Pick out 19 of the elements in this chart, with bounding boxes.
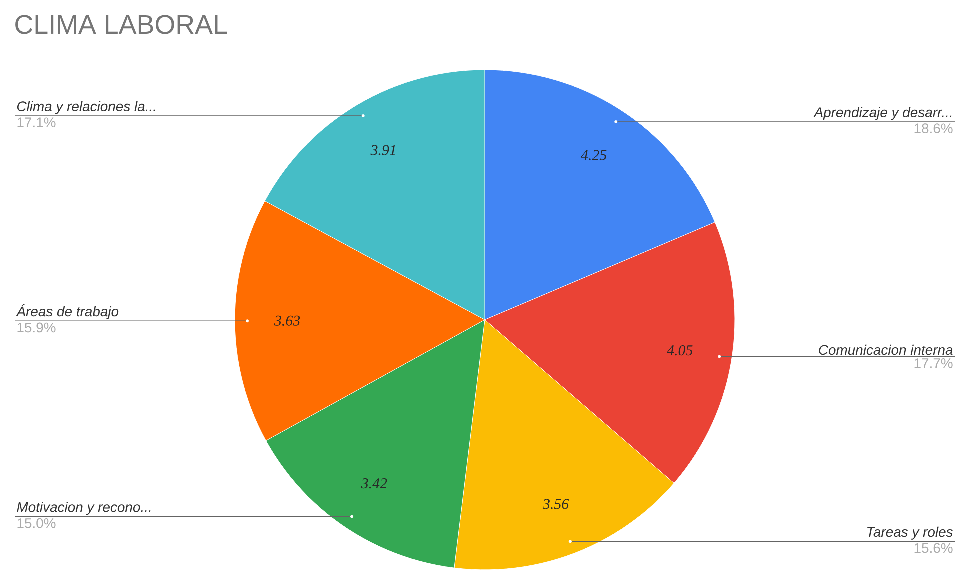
data-label: 15.0%: [18, 518, 56, 528]
slice-label: Comunicacion interna: [819, 344, 953, 356]
data-label: 15.6%: [914, 543, 953, 554]
text: 3.42: [361, 478, 388, 489]
text: 4.25: [581, 150, 607, 160]
text: 3.91: [370, 145, 396, 156]
chart-title: CLIMA LABORAL: [16, 15, 228, 34]
data-label: 17.7%: [914, 358, 953, 368]
slice-label: Tareas y roles: [867, 526, 953, 540]
text: 3.56: [542, 499, 570, 510]
text: 4.05: [667, 345, 693, 356]
slice-label: Motivacion y recono...: [17, 502, 151, 515]
data-label: 18.6%: [914, 124, 953, 134]
slice-label: Clima y relaciones la...: [17, 101, 156, 114]
data-label: 15.9%: [18, 322, 56, 333]
text: 3.63: [274, 316, 300, 326]
slice-label: Aprendizaje y desarr...: [814, 107, 952, 120]
data-label: 17.1%: [18, 118, 56, 128]
slice-label: Áreas de trabajo: [16, 304, 119, 320]
